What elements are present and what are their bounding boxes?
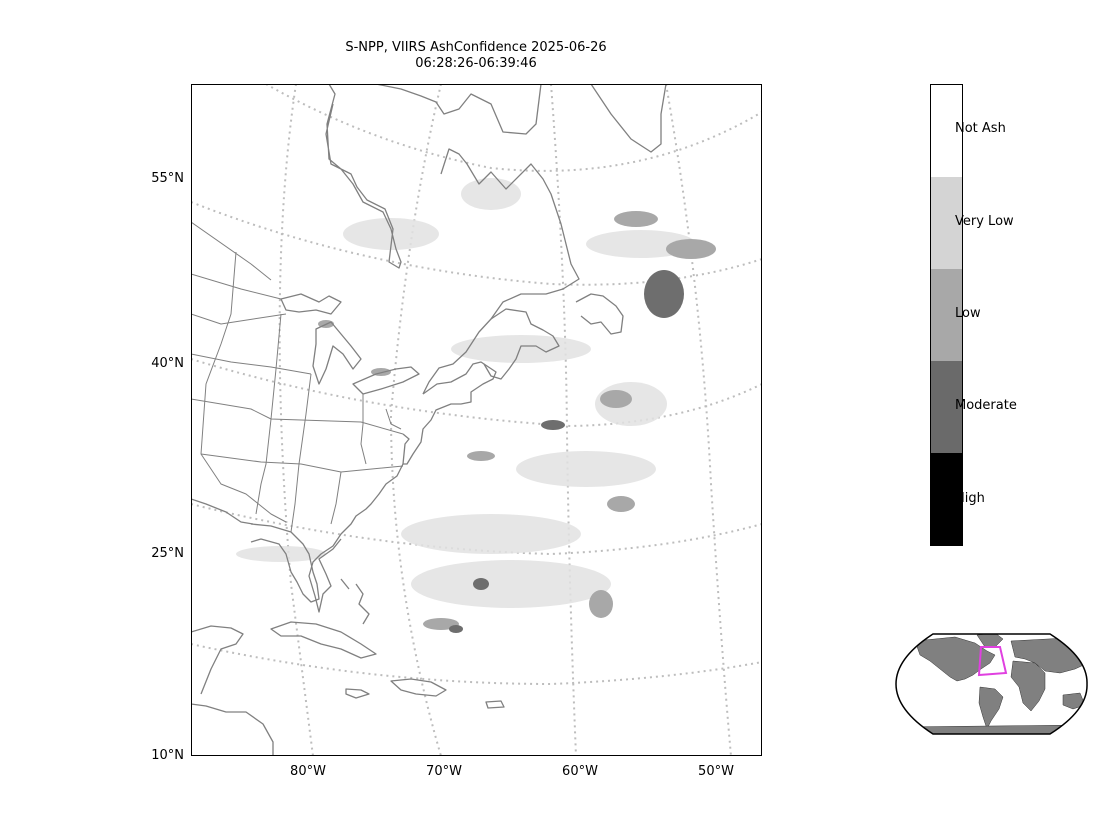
coastline-newfoundland [575,293,624,335]
colorbar-segment-very-low [931,177,962,269]
coastline-central-america [191,703,274,756]
globe-outline [895,633,1088,735]
locator-globe [895,633,1088,735]
map-panel[interactable] [191,84,762,756]
coastline-puerto-rico [485,700,505,709]
lake-michigan-huron [312,321,362,385]
graticule-meridian-80w [278,84,314,756]
colorbar-label-very-low: Very Low [955,214,1014,229]
coastline-florida [250,523,320,603]
lat-tick-label: 25°N [151,546,184,561]
ash-confidence-colorbar [930,84,963,546]
globe-region-highlight [977,646,1008,677]
graticule-meridian-50w [665,84,732,756]
swath-low-area [600,390,632,408]
swath-very-low-area [451,335,591,363]
swath-very-low-area [516,451,656,487]
globe-land [896,634,1088,734]
graticule-parallel-40n [191,358,762,428]
lake-erie-ontario [352,366,420,395]
graticule-parallel-25n [191,503,762,556]
lon-tick-label: 70°W [426,764,462,779]
title-line-1: S-NPP, VIIRS AshConfidence 2025-06-26 [345,40,607,55]
colorbar-segment-moderate [931,361,962,453]
swath-moderate-area [473,578,489,590]
graticule-parallel-60n [265,84,762,172]
coastline-new-england [402,361,497,465]
lat-tick-label: 10°N [151,748,184,763]
graticule [191,84,762,756]
globe-africa [1010,660,1046,712]
coastline-jamaica [345,688,370,699]
swath-low-area [467,451,495,461]
coastline-cuba [270,621,377,659]
globe-south-america [978,686,1004,730]
swath-very-low-area [411,560,611,608]
swath-very-low-area [236,546,326,562]
coastline-quebec-labrador [422,148,580,395]
globe-australia [1062,692,1086,710]
graticule-meridian-70w [389,84,442,756]
lat-tick-label: 40°N [151,356,184,371]
swath-moderate-area [541,420,565,430]
swath-very-low-area [461,178,521,210]
globe-north-america [914,636,996,682]
globe-antarctica [896,724,1088,734]
colorbar-label-low: Low [955,306,981,321]
swath-moderate-area [449,625,463,633]
coastline-arctic-islands [590,84,667,153]
lon-tick-label: 80°W [290,764,326,779]
title-line-2: 06:28:26-06:39:46 [415,56,537,71]
swath-moderate-area [644,270,684,318]
coastline-hispaniola [390,678,447,697]
coastline-hudson-bay [325,84,402,269]
swath-low-area [614,211,658,227]
colorbar-label-high: High [955,491,985,506]
graticule-parallel-55n [191,201,762,286]
globe-greenland [976,634,1004,648]
graticule-parallel-15n [191,643,762,686]
swath-low-area [607,496,635,512]
coastline-us-east [308,463,404,613]
swath-very-low-area [343,218,439,250]
colorbar-segment-high [931,453,962,545]
coastline-yucatan [191,625,244,695]
graticule-meridian-60w [550,84,577,756]
lat-tick-label: 55°N [151,171,184,186]
colorbar-label-not-ash: Not Ash [955,121,1006,136]
swath-low-area [589,590,613,618]
lon-tick-label: 60°W [562,764,598,779]
coastline-baffin [375,84,542,135]
coastlines-and-borders [191,84,667,756]
colorbar-label-moderate: Moderate [955,398,1017,413]
colorbar-segment-low [931,269,962,361]
coastline-gulf [191,498,254,525]
swath-very-low-area [401,514,581,554]
ash-retrieval-swath [236,178,716,633]
locator-globe-canvas [895,633,1088,735]
map-canvas [191,84,762,756]
lon-tick-label: 50°W [698,764,734,779]
coastline-bahamas [340,578,370,625]
lake-superior [280,293,342,315]
coastline-maritimes [483,308,560,380]
swath-low-area [666,239,716,259]
colorbar-segment-not-ash [931,85,962,177]
state-borders [191,221,404,533]
